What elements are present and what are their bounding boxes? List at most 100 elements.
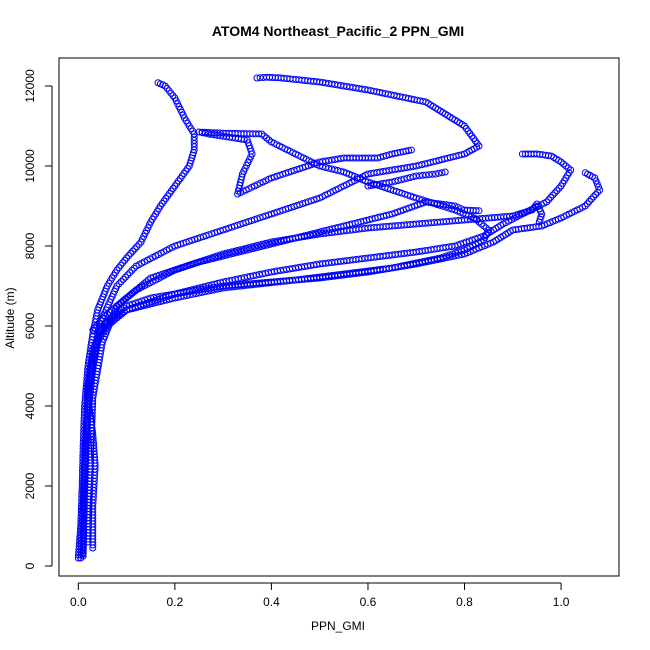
data-point bbox=[428, 170, 436, 178]
y-axis-label: Altitude (m) bbox=[3, 287, 17, 348]
x-tick-label: 0.0 bbox=[70, 595, 87, 609]
data-points bbox=[74, 73, 604, 562]
data-point bbox=[553, 187, 561, 195]
data-point bbox=[198, 129, 206, 137]
data-point bbox=[195, 128, 203, 136]
y-tick-label: 8000 bbox=[23, 232, 37, 259]
data-point bbox=[585, 197, 593, 205]
data-point bbox=[421, 197, 429, 205]
data-point bbox=[436, 254, 444, 262]
data-point bbox=[405, 147, 413, 155]
data-point bbox=[123, 293, 131, 301]
data-point bbox=[119, 275, 127, 283]
data-point bbox=[131, 245, 139, 253]
data-point bbox=[126, 269, 134, 277]
data-point bbox=[113, 282, 121, 290]
data-point bbox=[587, 195, 595, 203]
x-axis-label: PPN_GMI bbox=[311, 619, 365, 633]
x-tick-label: 0.2 bbox=[167, 595, 184, 609]
x-tick-label: 0.6 bbox=[360, 595, 377, 609]
data-point bbox=[123, 254, 131, 262]
data-point bbox=[259, 74, 267, 81]
data-point bbox=[135, 240, 143, 248]
data-point bbox=[547, 193, 555, 201]
data-point bbox=[455, 248, 462, 256]
data-point bbox=[115, 280, 123, 288]
data-point bbox=[101, 312, 109, 320]
data-point bbox=[551, 189, 559, 197]
data-point bbox=[555, 184, 563, 192]
data-point bbox=[256, 74, 264, 82]
data-point bbox=[89, 326, 97, 334]
y-tick-label: 10000 bbox=[23, 149, 37, 183]
data-point bbox=[263, 73, 271, 81]
data-point bbox=[451, 202, 459, 210]
chart-title: ATOM4 Northeast_Pacific_2 PPN_GMI bbox=[212, 23, 464, 39]
data-point bbox=[412, 172, 420, 180]
data-point bbox=[234, 187, 242, 195]
data-point bbox=[114, 301, 122, 309]
data-point bbox=[454, 203, 462, 211]
data-point bbox=[128, 290, 136, 298]
plot-frame bbox=[58, 57, 620, 577]
data-point bbox=[93, 321, 101, 329]
data-point bbox=[129, 247, 137, 255]
y-tick-label: 0 bbox=[23, 562, 37, 569]
data-point bbox=[472, 207, 480, 215]
data-point bbox=[110, 305, 118, 312]
data-point bbox=[108, 306, 116, 314]
y-tick-label: 12000 bbox=[23, 69, 37, 103]
data-point bbox=[119, 297, 127, 305]
data-point bbox=[133, 243, 141, 251]
data-point bbox=[592, 191, 600, 199]
data-point bbox=[117, 299, 125, 307]
data-point bbox=[549, 191, 557, 199]
data-point bbox=[130, 288, 138, 296]
data-point bbox=[125, 252, 133, 260]
y-tick-label: 6000 bbox=[23, 312, 37, 339]
data-point bbox=[545, 196, 553, 204]
data-point bbox=[130, 264, 138, 272]
data-point bbox=[106, 308, 113, 316]
data-point bbox=[448, 202, 456, 210]
data-point bbox=[475, 207, 483, 215]
y-tick-label: 4000 bbox=[23, 392, 37, 419]
y-tick-label: 2000 bbox=[23, 472, 37, 499]
data-point bbox=[425, 171, 433, 179]
y-axis: 0 2000 4000 6000 8000 10000 12000 bbox=[23, 69, 53, 569]
x-tick-label: 1.0 bbox=[553, 595, 570, 609]
data-point bbox=[452, 249, 459, 257]
data-point bbox=[121, 295, 129, 303]
data-point bbox=[112, 303, 120, 311]
data-point bbox=[97, 317, 105, 325]
data-point bbox=[581, 202, 589, 210]
data-point bbox=[458, 247, 465, 255]
data-point bbox=[91, 324, 99, 332]
data-point bbox=[594, 188, 602, 196]
data-point bbox=[432, 170, 440, 178]
data-point bbox=[99, 315, 107, 323]
data-point bbox=[439, 253, 447, 261]
data-point bbox=[521, 150, 529, 158]
data-point bbox=[435, 169, 443, 177]
x-tick-label: 0.8 bbox=[456, 595, 473, 609]
data-point bbox=[448, 250, 456, 258]
data-point bbox=[535, 218, 543, 226]
data-point bbox=[124, 271, 132, 279]
x-axis: 0.0 0.2 0.4 0.6 0.8 1.0 bbox=[70, 582, 570, 609]
data-point bbox=[543, 198, 551, 206]
data-point bbox=[126, 292, 134, 299]
data-point bbox=[95, 319, 103, 327]
data-point bbox=[518, 150, 526, 158]
data-point bbox=[445, 251, 453, 259]
data-point bbox=[117, 278, 125, 286]
data-point bbox=[407, 146, 415, 154]
data-point bbox=[128, 266, 136, 274]
data-point bbox=[103, 310, 111, 318]
data-point bbox=[442, 252, 450, 260]
data-point bbox=[441, 168, 449, 176]
data-point bbox=[581, 169, 589, 177]
data-point bbox=[154, 79, 162, 87]
data-point bbox=[253, 74, 261, 82]
